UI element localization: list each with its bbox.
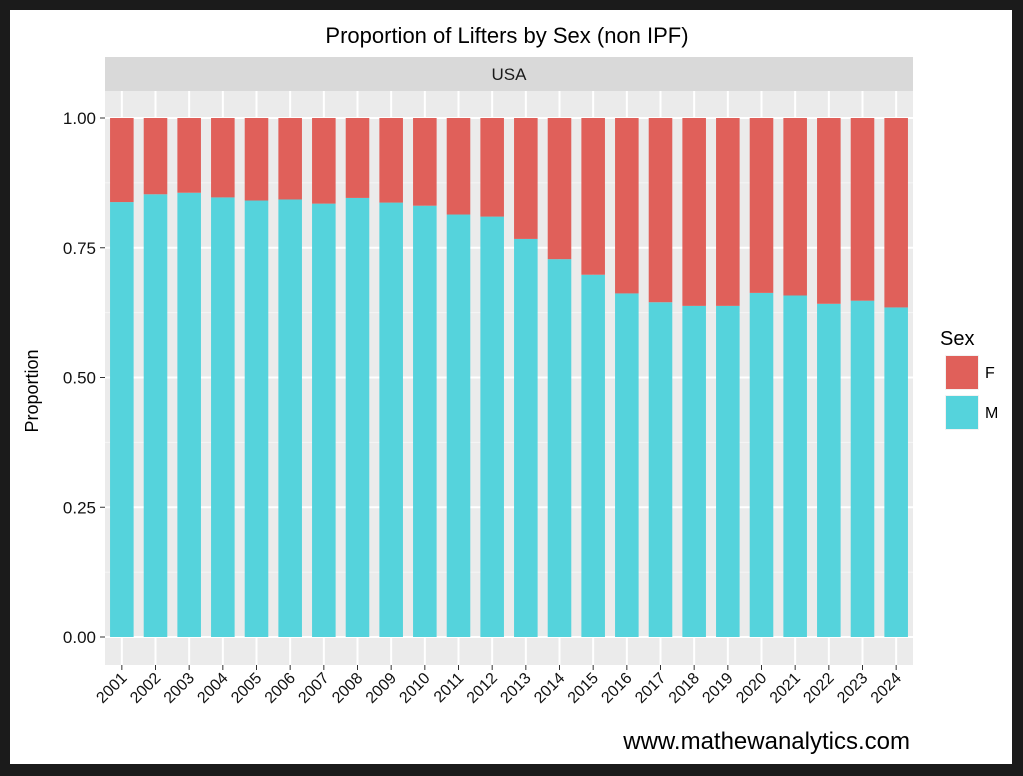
bar-m-2004 [211,197,235,638]
x-tick-label: 2001 [93,670,130,707]
legend-title: Sex [940,328,974,350]
x-tick-label: 2021 [767,670,804,707]
bar-m-2010 [413,205,437,637]
chart-frame: Proportion of Lifters by Sex (non IPF) U… [10,10,1012,764]
bar-f-2024 [884,118,908,308]
bar-m-2022 [817,303,841,637]
bar-f-2017 [648,118,673,303]
bar-m-2012 [480,216,504,638]
bar-f-2010 [413,118,437,206]
bar-m-2007 [312,203,336,637]
bar-f-2001 [110,118,134,203]
bar-f-2018 [682,118,706,306]
x-tick-label: 2005 [228,670,265,707]
legend: Sex F M [940,328,998,430]
x-axis: 2001200220032004200520062007200820092010… [93,665,905,707]
bar-m-2002 [143,194,168,637]
legend-key-f [946,356,978,389]
bar-f-2011 [446,118,471,215]
bar-m-2015 [581,274,605,637]
bar-m-2019 [716,305,740,637]
bar-f-2013 [514,118,538,239]
bar-m-2008 [345,197,370,637]
y-tick-label: 0.00 [63,628,96,647]
x-tick-label: 2004 [194,670,231,707]
facet-strip [105,57,913,91]
x-tick-label: 2024 [868,670,905,707]
y-tick-label: 1.00 [63,109,96,128]
bar-f-2004 [211,118,235,198]
bar-m-2011 [446,214,471,637]
bar-f-2016 [615,118,639,294]
x-tick-label: 2009 [363,670,400,707]
x-tick-label: 2018 [666,670,703,707]
x-tick-label: 2010 [396,670,433,707]
bar-f-2014 [547,118,572,260]
x-tick-label: 2015 [565,670,602,707]
caption: www.mathewanalytics.com [622,728,910,755]
bar-f-2015 [581,118,605,275]
bar-f-2009 [379,118,403,203]
y-axis-label: Proportion [22,349,42,432]
y-axis: 0.00 0.25 0.50 0.75 1.00 [63,109,105,647]
bar-m-2013 [514,238,538,637]
x-tick-label: 2012 [464,670,501,707]
x-tick-label: 2002 [127,670,164,707]
bar-m-2024 [884,307,908,637]
bar-m-2009 [379,202,403,638]
legend-label-f: F [985,365,995,382]
facet-strip-label: USA [492,65,528,84]
bar-f-2003 [177,118,201,193]
bar-m-2017 [648,302,673,637]
bar-m-2016 [615,293,639,637]
chart-svg: Proportion of Lifters by Sex (non IPF) U… [22,23,998,755]
x-tick-label: 2006 [262,670,299,707]
x-tick-label: 2011 [431,670,467,706]
bar-f-2019 [716,118,740,306]
bar-f-2021 [783,118,807,296]
bar-m-2001 [110,202,134,637]
bar-f-2022 [817,118,841,304]
bar-f-2002 [143,118,168,195]
bar-m-2006 [278,199,302,637]
x-tick-label: 2013 [497,670,534,707]
bar-m-2005 [244,200,269,637]
bar-f-2005 [244,118,269,201]
bar-f-2023 [850,118,875,301]
bar-m-2014 [547,259,572,637]
y-tick-label: 0.75 [63,239,96,258]
x-tick-label: 2007 [295,670,332,707]
bar-f-2008 [345,118,370,198]
bar-m-2021 [783,295,807,637]
x-tick-label: 2016 [598,670,635,707]
bar-f-2012 [480,118,504,217]
bar-f-2007 [312,118,336,204]
bar-f-2006 [278,118,302,200]
x-tick-label: 2008 [329,670,366,707]
x-tick-label: 2019 [699,670,736,707]
bar-m-2018 [682,305,706,637]
bar-m-2020 [749,292,774,637]
bars [110,118,908,638]
chart-title: Proportion of Lifters by Sex (non IPF) [325,23,688,48]
bar-m-2003 [177,192,201,637]
x-tick-label: 2023 [834,670,871,707]
bar-m-2023 [850,300,875,637]
y-tick-label: 0.50 [63,369,96,388]
y-tick-label: 0.25 [63,498,96,517]
x-tick-label: 2020 [733,670,770,707]
x-tick-label: 2014 [531,670,568,707]
legend-label-m: M [985,405,998,422]
legend-key-m [946,396,978,429]
x-tick-label: 2017 [632,670,669,707]
bar-f-2020 [749,118,774,293]
x-tick-label: 2003 [161,670,198,707]
x-tick-label: 2022 [800,670,837,707]
